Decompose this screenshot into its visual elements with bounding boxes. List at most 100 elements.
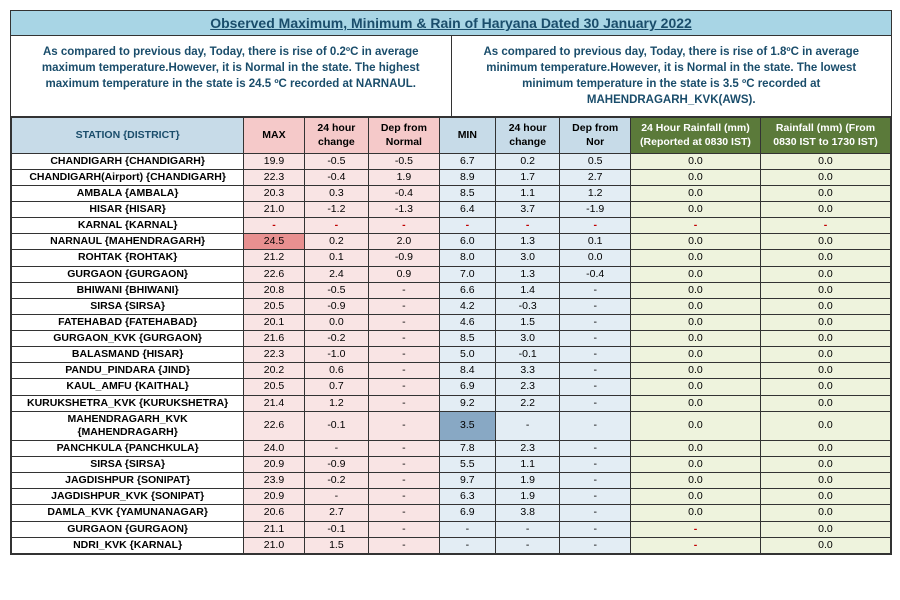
cell-station: DAMLA_KVK {YAMUNANAGAR} (12, 505, 244, 521)
cell-rain1: 0.0 (631, 347, 761, 363)
cell-rain1: 0.0 (631, 440, 761, 456)
col-rain-day: Rainfall (mm) (From 0830 IST to 1730 IST… (760, 118, 890, 153)
cell-max: 24.0 (244, 440, 304, 456)
cell-station: SIRSA {SIRSA} (12, 298, 244, 314)
cell-maxdep: -0.4 (369, 185, 440, 201)
summary-min: As compared to previous day, Today, ther… (452, 36, 892, 116)
cell-min: 9.7 (439, 473, 495, 489)
cell-minchg: -0.1 (495, 347, 559, 363)
table-row: PANCHKULA {PANCHKULA}24.0--7.82.3-0.00.0 (12, 440, 891, 456)
cell-minchg: 1.3 (495, 234, 559, 250)
cell-rain2: 0.0 (760, 202, 890, 218)
cell-mindep: 1.2 (560, 185, 631, 201)
cell-minchg: 3.3 (495, 363, 559, 379)
cell-max: 21.0 (244, 537, 304, 553)
table-row: NARNAUL {MAHENDRAGARH}24.50.22.06.01.30.… (12, 234, 891, 250)
cell-station: PANCHKULA {PANCHKULA} (12, 440, 244, 456)
cell-station: BALASMAND {HISAR} (12, 347, 244, 363)
table-row: KARNAL {KARNAL}-------- (12, 218, 891, 234)
cell-maxdep: - (369, 218, 440, 234)
cell-rain2: 0.0 (760, 153, 890, 169)
cell-mindep: - (560, 537, 631, 553)
cell-minchg: 1.9 (495, 489, 559, 505)
table-row: BHIWANI {BHIWANI}20.8-0.5-6.61.4-0.00.0 (12, 282, 891, 298)
cell-rain1: 0.0 (631, 282, 761, 298)
cell-minchg: 1.4 (495, 282, 559, 298)
cell-rain2: 0.0 (760, 314, 890, 330)
cell-mindep: - (560, 521, 631, 537)
cell-max: 20.9 (244, 457, 304, 473)
cell-min: 7.8 (439, 440, 495, 456)
page-title: Observed Maximum, Minimum & Rain of Hary… (11, 11, 891, 36)
cell-min: 8.4 (439, 363, 495, 379)
cell-mindep: - (560, 218, 631, 234)
cell-min: - (439, 537, 495, 553)
cell-max: 21.2 (244, 250, 304, 266)
cell-station: GURGAON_KVK {GURGAON} (12, 331, 244, 347)
cell-maxchg: 1.2 (304, 395, 368, 411)
cell-rain2: 0.0 (760, 473, 890, 489)
cell-rain1: 0.0 (631, 411, 761, 440)
cell-station: NARNAUL {MAHENDRAGARH} (12, 234, 244, 250)
cell-maxchg: -0.9 (304, 298, 368, 314)
cell-max: 22.3 (244, 169, 304, 185)
cell-max: 21.1 (244, 521, 304, 537)
cell-minchg: - (495, 537, 559, 553)
cell-rain2: 0.0 (760, 411, 890, 440)
cell-mindep: - (560, 314, 631, 330)
cell-maxdep: - (369, 282, 440, 298)
cell-maxdep: - (369, 347, 440, 363)
col-min-dep: Dep from Nor (560, 118, 631, 153)
table-row: FATEHABAD {FATEHABAD}20.10.0-4.61.5-0.00… (12, 314, 891, 330)
cell-minchg: -0.3 (495, 298, 559, 314)
col-rain-24h: 24 Hour Rainfall (mm) (Reported at 0830 … (631, 118, 761, 153)
cell-maxchg: -0.5 (304, 153, 368, 169)
cell-maxdep: - (369, 395, 440, 411)
cell-maxdep: - (369, 331, 440, 347)
cell-rain2: 0.0 (760, 347, 890, 363)
cell-rain1: - (631, 218, 761, 234)
table-row: KURUKSHETRA_KVK {KURUKSHETRA}21.41.2-9.2… (12, 395, 891, 411)
cell-mindep: - (560, 505, 631, 521)
cell-rain1: 0.0 (631, 331, 761, 347)
cell-minchg: 3.8 (495, 505, 559, 521)
table-row: SIRSA {SIRSA}20.9-0.9-5.51.1-0.00.0 (12, 457, 891, 473)
cell-station: MAHENDRAGARH_KVK {MAHENDRAGARH} (12, 411, 244, 440)
cell-rain1: 0.0 (631, 473, 761, 489)
cell-minchg: 1.1 (495, 457, 559, 473)
cell-min: 6.4 (439, 202, 495, 218)
weather-report: Observed Maximum, Minimum & Rain of Hary… (10, 10, 892, 555)
cell-maxdep: -0.9 (369, 250, 440, 266)
cell-max: 20.8 (244, 282, 304, 298)
cell-mindep: - (560, 282, 631, 298)
cell-minchg: 1.3 (495, 266, 559, 282)
cell-min: 9.2 (439, 395, 495, 411)
cell-maxchg: -1.0 (304, 347, 368, 363)
cell-rain1: 0.0 (631, 266, 761, 282)
col-max-chg: 24 hour change (304, 118, 368, 153)
cell-maxdep: - (369, 489, 440, 505)
cell-max: 22.6 (244, 266, 304, 282)
summary-row: As compared to previous day, Today, ther… (11, 36, 891, 117)
cell-maxchg: -0.1 (304, 411, 368, 440)
table-row: CHANDIGARH {CHANDIGARH}19.9-0.5-0.56.70.… (12, 153, 891, 169)
cell-min: 5.5 (439, 457, 495, 473)
cell-max: 21.6 (244, 331, 304, 347)
cell-rain1: 0.0 (631, 363, 761, 379)
cell-mindep: - (560, 489, 631, 505)
table-row: GURGAON {GURGAON}21.1-0.1-----0.0 (12, 521, 891, 537)
cell-maxdep: - (369, 379, 440, 395)
col-max: MAX (244, 118, 304, 153)
cell-maxchg: - (304, 218, 368, 234)
cell-mindep: - (560, 347, 631, 363)
cell-rain2: 0.0 (760, 266, 890, 282)
cell-station: GURGAON {GURGAON} (12, 266, 244, 282)
cell-maxchg: -1.2 (304, 202, 368, 218)
cell-maxdep: - (369, 314, 440, 330)
cell-max: 19.9 (244, 153, 304, 169)
cell-mindep: - (560, 298, 631, 314)
cell-rain1: - (631, 521, 761, 537)
cell-maxchg: - (304, 440, 368, 456)
cell-max: 20.5 (244, 298, 304, 314)
cell-rain2: 0.0 (760, 185, 890, 201)
